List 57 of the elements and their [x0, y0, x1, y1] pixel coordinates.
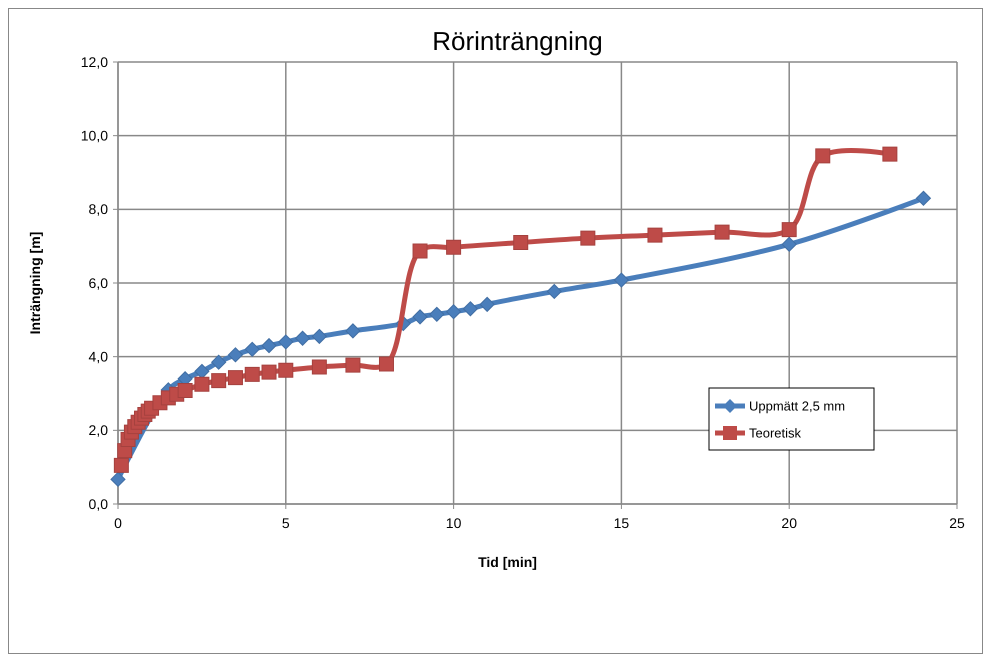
point	[211, 373, 226, 388]
y-tick-label: 6,0	[88, 274, 108, 291]
point	[446, 240, 462, 255]
point	[278, 334, 294, 350]
chart-title: Rörinträngning	[432, 26, 603, 56]
x-tick-label: 15	[614, 515, 630, 531]
point	[378, 356, 394, 372]
point	[228, 370, 243, 386]
x-tick-label: 10	[446, 515, 462, 531]
x-tick-label: 5	[282, 515, 290, 531]
point	[262, 338, 277, 354]
point	[513, 234, 528, 250]
point	[782, 222, 797, 238]
point	[295, 330, 310, 346]
point	[782, 236, 797, 252]
y-tick-label: 10,0	[80, 128, 108, 144]
x-axis-title: Tid [min]	[478, 554, 537, 570]
point	[580, 230, 596, 246]
x-tick-label: 25	[949, 515, 965, 531]
y-tick-label: 2,0	[88, 422, 108, 438]
point	[412, 309, 428, 324]
point	[194, 364, 210, 379]
point	[194, 376, 210, 392]
point	[462, 301, 478, 316]
point	[262, 364, 277, 380]
point	[345, 323, 360, 338]
point	[312, 328, 327, 344]
point	[882, 146, 898, 162]
point	[614, 272, 629, 288]
point	[278, 362, 294, 378]
point	[916, 190, 931, 206]
point	[244, 366, 260, 382]
point	[429, 306, 444, 322]
point	[244, 342, 260, 357]
point	[211, 354, 226, 370]
point	[228, 347, 243, 362]
x-tick-label: 0	[114, 515, 122, 531]
point	[312, 359, 327, 374]
point	[114, 458, 129, 473]
legend-label: Uppmätt 2,5 mm	[749, 398, 846, 414]
y-tick-label: 4,0	[88, 348, 108, 365]
y-tick-label: 8,0	[88, 201, 108, 218]
point	[412, 243, 428, 258]
point	[110, 472, 126, 487]
point	[815, 148, 830, 164]
point	[178, 383, 193, 398]
point	[546, 284, 562, 299]
point	[446, 304, 462, 320]
point	[714, 224, 730, 240]
y-tick-label: 0,0	[88, 496, 108, 512]
y-tick-label: 12,0	[80, 54, 108, 70]
point	[345, 358, 360, 373]
x-tick-label: 20	[781, 515, 798, 531]
legend-label: Teoretisk	[749, 426, 802, 441]
y-axis-title: Inträngning [m]	[27, 232, 43, 334]
point	[647, 228, 662, 243]
point	[480, 296, 495, 312]
